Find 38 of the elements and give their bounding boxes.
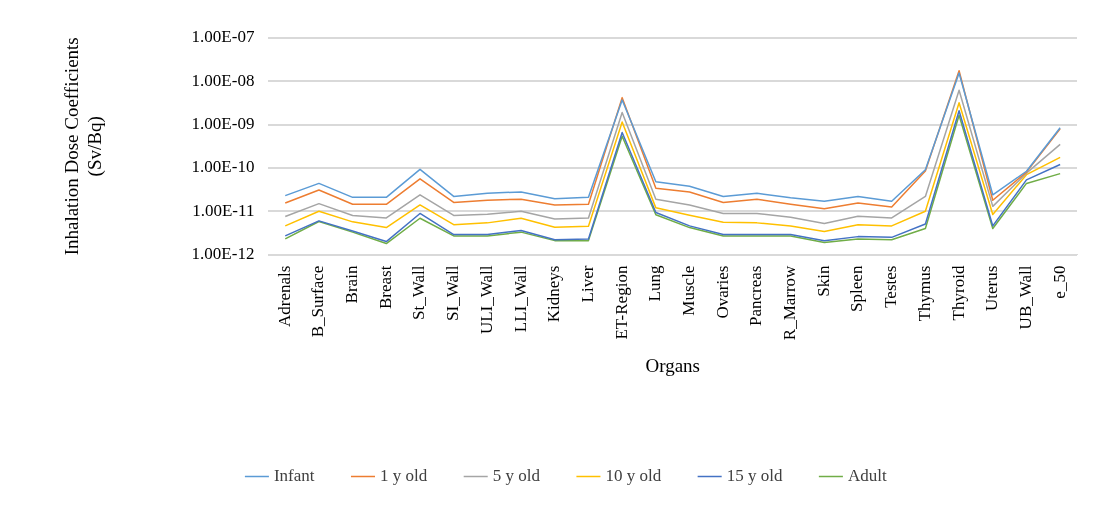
x-tick-label: Testes [881, 265, 901, 308]
x-tick-label: B_Surface [308, 265, 328, 338]
x-tick-label: Ovaries [712, 265, 732, 319]
x-tick-label: R_Marrow [780, 264, 800, 341]
x-tick-label: ET-Region [611, 265, 631, 340]
x-tick-label: Skin [813, 265, 833, 297]
x-tick-label: Pancreas [746, 265, 766, 327]
x-tick-label: Brain [342, 265, 362, 304]
x-tick-label: Thyroid [948, 265, 968, 321]
y-tick-label: 1.00E-09 [191, 114, 255, 134]
x-tick-label: LLI_Wall [510, 265, 530, 333]
x-tick-label: Thymus [914, 265, 934, 322]
x-tick-label: ULI_Wall [476, 265, 496, 335]
x-tick-label: Liver [577, 265, 597, 303]
legend-label: Adult [847, 465, 887, 485]
legend-label: 5 y old [492, 465, 541, 485]
y-tick-label: 1.00E-11 [192, 200, 255, 220]
y-tick-label: 1.00E-08 [191, 70, 255, 90]
x-tick-label: Spleen [847, 265, 867, 312]
x-tick-label: e_50 [1049, 265, 1069, 299]
x-tick-label: Lung [645, 265, 665, 302]
legend-label: 1 y old [379, 465, 428, 485]
legend-label: 10 y old [605, 465, 662, 485]
x-tick-label: Adrenals [274, 265, 294, 327]
legend-label: Infant [273, 465, 315, 485]
x-tick-label: Kidneys [544, 265, 564, 323]
x-tick-label: Muscle [679, 265, 699, 316]
x-tick-label: St_Wall [409, 265, 429, 320]
x-axis-title: Organs [645, 354, 700, 376]
legend-label: 15 y old [726, 465, 783, 485]
x-tick-label: SI_Wall [443, 265, 463, 321]
y-tick-label: 1.00E-07 [191, 27, 255, 47]
y-axis-title: Inhalation Dose Coefficients (Sv/Bq) [61, 37, 107, 256]
y-tick-label: 1.00E-12 [191, 244, 255, 264]
y-tick-label: 1.00E-10 [191, 157, 255, 177]
x-tick-label: Uterus [982, 265, 1002, 311]
x-tick-label: Breast [375, 265, 395, 310]
x-tick-label: UB_Wall [1015, 265, 1035, 330]
